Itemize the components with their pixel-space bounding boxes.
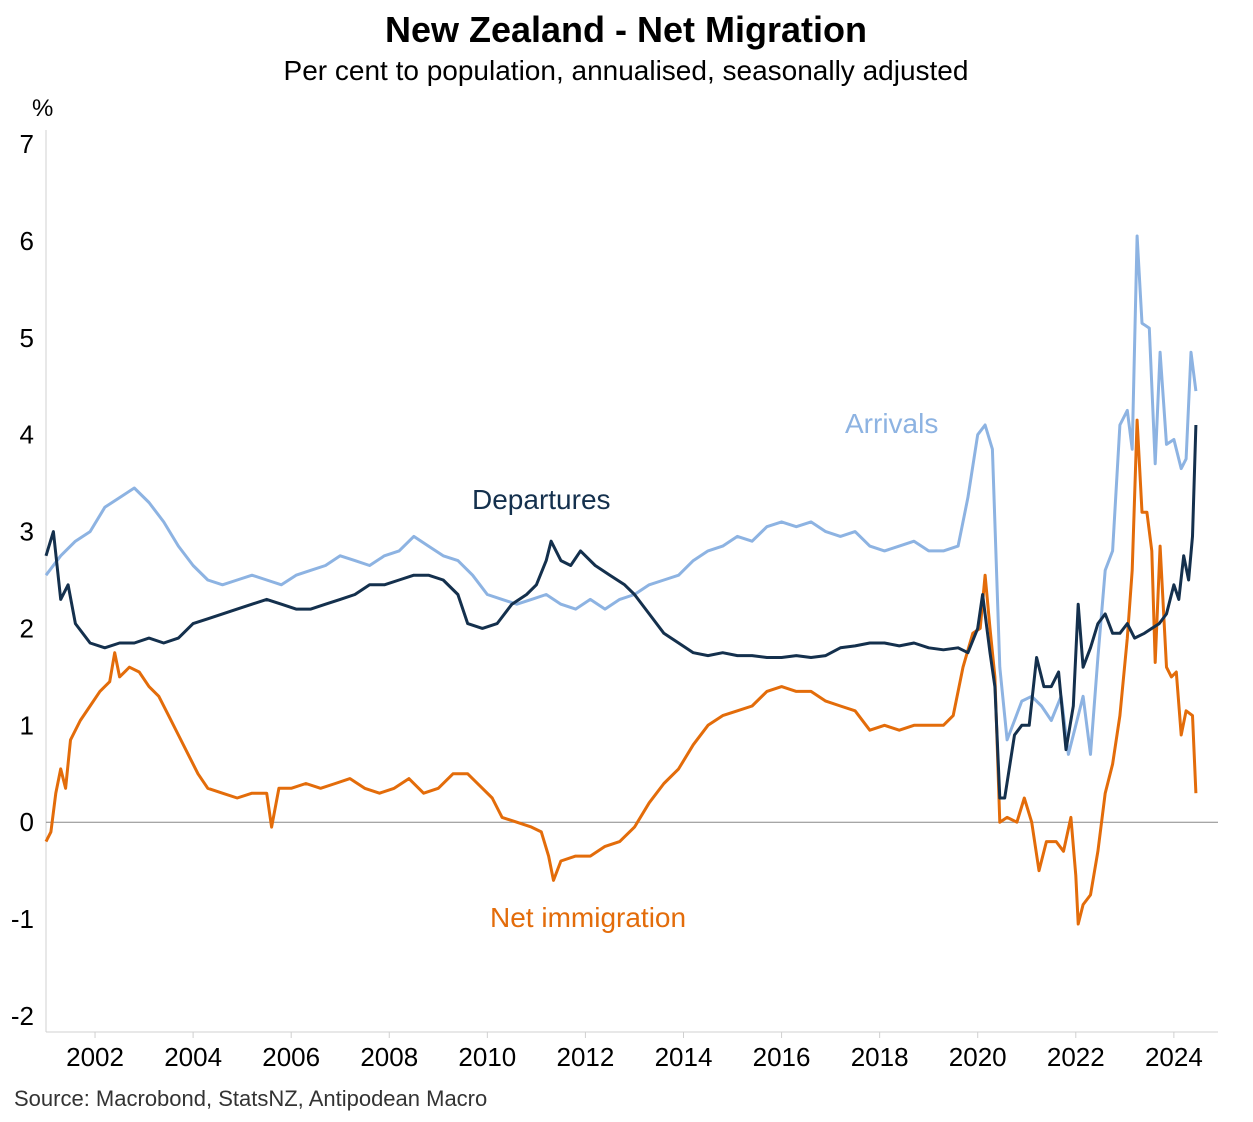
y-tick-label: 1 [20, 710, 34, 740]
y-axis-unit: % [32, 95, 53, 122]
axes [45, 130, 1218, 1033]
y-tick-label: 6 [20, 226, 34, 256]
y-tick-label: 3 [20, 517, 34, 547]
y-tick-label: 5 [20, 323, 34, 353]
x-tick-label: 2014 [655, 1042, 713, 1072]
x-tick-label: 2018 [851, 1042, 909, 1072]
arrivals-label: Arrivals [845, 408, 938, 439]
chart-subtitle: Per cent to population, annualised, seas… [284, 55, 969, 86]
net-immigration-label: Net immigration [490, 902, 686, 933]
x-tick-label: 2016 [753, 1042, 811, 1072]
x-tick-label: 2022 [1047, 1042, 1105, 1072]
x-tick-labels: 2002 2004 2006 2008 2010 2012 2014 2016 2018 2020… [66, 1032, 1203, 1072]
y-tick-label: 4 [20, 420, 34, 450]
x-tick-label: 2024 [1145, 1042, 1203, 1072]
source-note: Source: Macrobond, StatsNZ, Antipodean M… [14, 1086, 487, 1111]
series-departures [44, 424, 1198, 800]
x-tick-label: 2002 [66, 1042, 124, 1072]
y-tick-label: -2 [11, 1001, 34, 1031]
x-tick-label: 2008 [360, 1042, 418, 1072]
series-lines [44, 234, 1198, 926]
x-tick-label: 2020 [949, 1042, 1007, 1072]
y-tick-label: 7 [20, 129, 34, 159]
y-tick-label: -1 [11, 904, 34, 934]
x-tick-label: 2006 [262, 1042, 320, 1072]
x-tick-label: 2010 [458, 1042, 516, 1072]
series-arrivals [44, 234, 1198, 756]
series-net-immigration [44, 418, 1198, 926]
y-tick-label: 2 [20, 613, 34, 643]
y-tick-label: 0 [20, 807, 34, 837]
y-tick-labels: -2 -1 0 1 2 3 4 5 6 7 [11, 129, 34, 1031]
x-tick-label: 2004 [164, 1042, 222, 1072]
departures-label: Departures [472, 484, 611, 515]
x-tick-label: 2012 [556, 1042, 614, 1072]
chart-title: New Zealand - Net Migration [385, 9, 867, 50]
